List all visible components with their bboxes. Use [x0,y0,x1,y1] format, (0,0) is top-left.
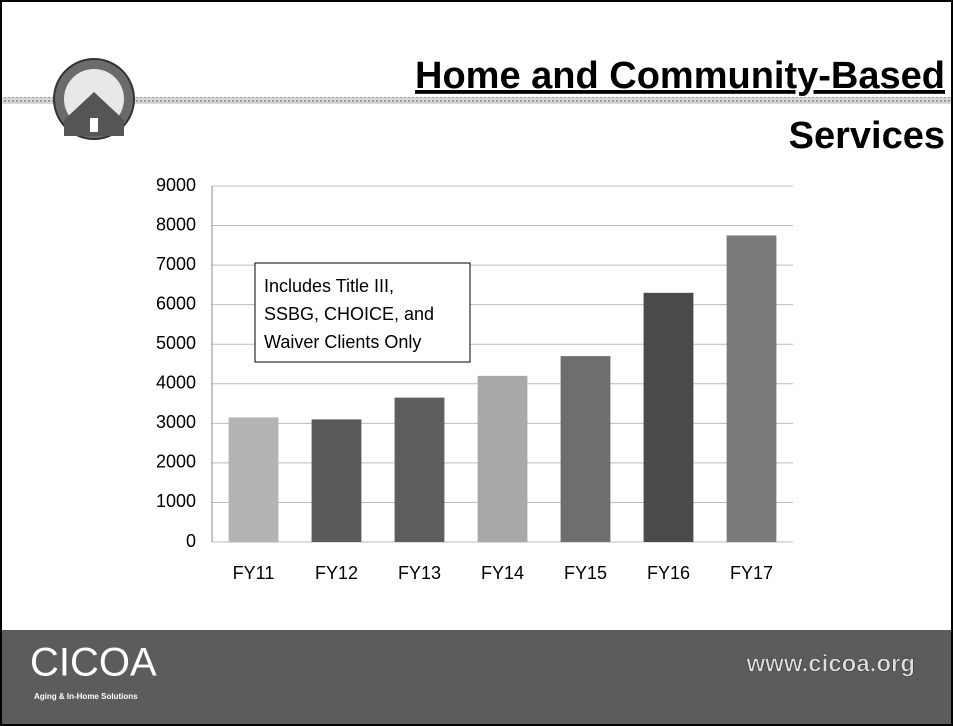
annotation-line: Waiver Clients Only [264,332,421,352]
bar [643,292,694,542]
annotation-line: Includes Title III, [264,276,394,296]
footer-tagline: Aging & In-Home Solutions [34,692,138,701]
x-tick-label: FY11 [233,563,275,583]
bar [228,417,279,542]
y-tick-label: 2000 [156,452,196,472]
annotation-box [254,262,471,363]
x-tick-label: FY16 [647,563,690,583]
footer-band [2,630,951,724]
bar [560,356,611,542]
footer-url: www.cicoa.org [746,650,915,677]
y-tick-label: 4000 [156,373,196,393]
chart-title: Home and Community-Based [415,55,945,97]
y-tick-label: 0 [186,531,196,551]
sun-logo [53,58,135,140]
y-tick-label: 9000 [156,175,196,195]
y-tick-label: 6000 [156,293,196,313]
annotation-line: SSBG, CHOICE, and [264,304,434,324]
x-tick-label: FY17 [730,563,773,583]
y-tick-label: 1000 [156,491,196,511]
y-tick-label: 8000 [156,214,196,234]
x-tick-label: FY12 [315,563,358,583]
y-tick-label: 5000 [156,333,196,353]
x-tick-label: FY13 [398,563,441,583]
bar [311,419,362,542]
footer-logo: CICOA [30,641,157,685]
x-tick-label: FY15 [564,563,607,583]
bar [726,235,777,542]
y-tick-label: 7000 [156,254,196,274]
bar [477,375,528,542]
chart-subtitle: Services [789,115,945,157]
y-tick-label: 3000 [156,412,196,432]
x-tick-label: FY14 [481,563,524,583]
header-band [2,97,951,104]
bar [394,397,445,542]
chart: 0 1000 2000 3000 4000 5000 6000 7000 8000 9000 FY1… [156,175,793,583]
